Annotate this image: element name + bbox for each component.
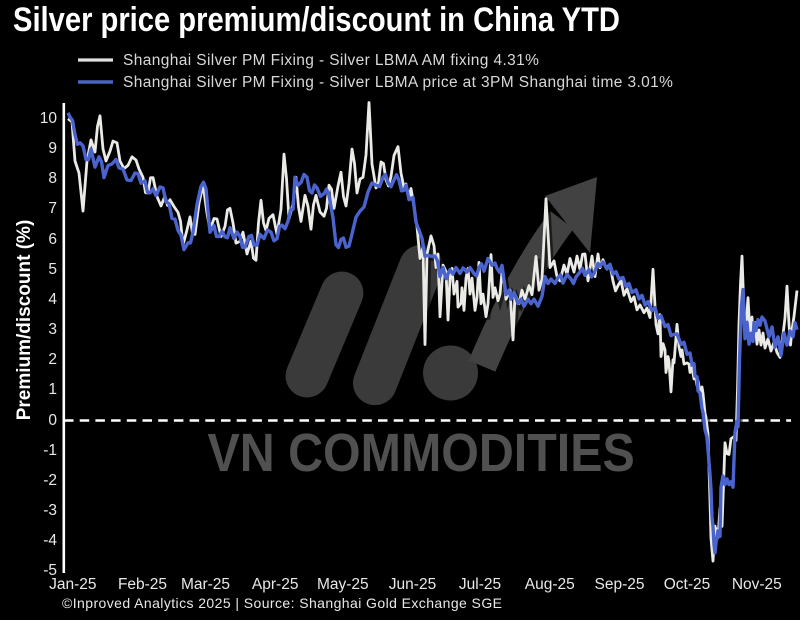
svg-text:VN COMMODITIES: VN COMMODITIES	[208, 423, 635, 483]
